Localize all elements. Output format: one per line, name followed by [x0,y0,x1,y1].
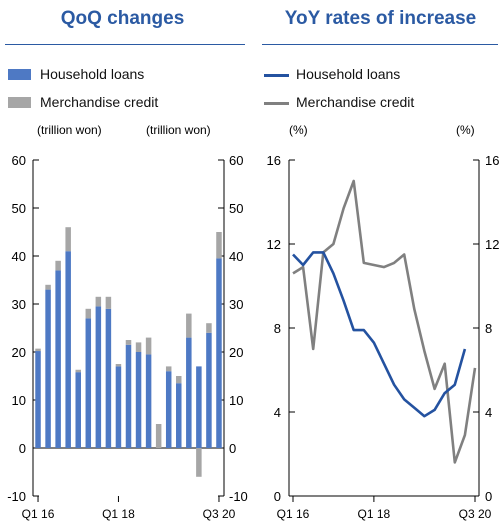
bar-merch [45,284,51,290]
bar-household [75,372,81,448]
bar-merch [216,232,222,259]
bar-merch [95,296,102,307]
bar-merch [105,296,112,309]
bar-ytick-label-left: 60 [12,153,26,168]
bar-household [145,354,152,448]
legend-label-merch: Merchandise credit [40,94,159,110]
line-ytick-label-right: 0 [485,489,492,504]
bar-household [55,270,61,448]
bar-merch [145,337,152,355]
line-ytick-label-left: 12 [267,237,281,252]
bar-household [135,352,142,448]
line-chart: 0 0 4 4 8 8 12 12 16 16 Q1 16 Q1 18 Q3 20 [267,153,500,521]
bar-ytick-label-right: 10 [229,393,243,408]
bar-household [216,258,222,448]
bar-merch [206,323,212,333]
legend-label-household: Household loans [40,66,145,82]
series-line-merch [292,179,477,464]
bar-ytick-label-right: 30 [229,297,243,312]
bar-xtick-label: Q1 16 [22,507,55,521]
bar-ytick-label-left: -10 [7,489,26,504]
bar-merch [135,342,142,352]
bar-household [115,366,122,448]
bar-household [196,366,202,448]
bar-xtick-label: Q3 20 [203,507,236,521]
bar-merch [196,448,202,477]
bar-ytick-label-right: 0 [229,441,236,456]
line-xtick-label: Q1 16 [277,507,310,521]
bar-household [165,371,172,448]
bar-household [206,332,212,448]
line-ytick-label-left: 0 [274,489,281,504]
left-unit-label-left: (trillion won) [37,123,102,137]
bar-ytick-label-right: 50 [229,201,243,216]
right-title-rule [262,44,498,45]
line-ytick-label-right: 12 [485,237,499,252]
bar-household [125,344,132,448]
bar-household [85,318,92,448]
left-title-rule [5,44,245,45]
left-panel-title: QoQ changes [60,8,185,29]
bar-merch [155,424,162,448]
bar-household [65,251,71,448]
line-ytick-label-left: 8 [274,321,281,336]
line-xtick-label: Q1 18 [358,507,391,521]
bar-ytick-label-left: 30 [12,297,26,312]
bar-merch [115,364,122,367]
bar-ytick-label-right: 20 [229,345,243,360]
line-ytick-label-right: 8 [485,321,492,336]
bar-merch [55,260,61,271]
bar-ytick-label-right: 60 [229,153,243,168]
left-unit-label-right: (trillion won) [146,123,211,137]
bar-merch [65,227,71,252]
bar-merch [186,313,192,338]
line-ytick-label-left: 16 [267,153,281,168]
bar-household [186,337,192,448]
bar-ytick-label-left: 10 [12,393,26,408]
bar-household [105,308,112,448]
bar-ytick-label-right: 40 [229,249,243,264]
series-line-household [292,251,467,418]
bar-xtick-label: Q1 18 [102,507,135,521]
bar-merch [75,369,81,373]
bar-ytick-label-left: 50 [12,201,26,216]
legend-line-merch [264,102,289,105]
bar-ytick-label-left: 0 [19,441,26,456]
legend-label-merch-line: Merchandise credit [296,94,415,110]
bar-merch [85,308,92,319]
bar-ytick-label-left: 20 [12,345,26,360]
line-ytick-label-right: 4 [485,405,492,420]
line-ytick-label-right: 16 [485,153,499,168]
line-xtick-label: Q3 20 [459,507,492,521]
right-unit-label-right: (%) [456,123,475,137]
bar-merch [35,348,41,352]
right-unit-label-left: (%) [289,123,308,137]
bar-merch [176,376,182,384]
bar-household [176,383,182,448]
legend-swatch-household [8,69,31,80]
bar-ytick-label-left: 40 [12,249,26,264]
bar-household [95,306,102,448]
bar-ytick-label-right: -10 [229,489,248,504]
bar-merch [125,340,132,345]
bar-household [35,351,41,448]
bar-household [45,289,51,448]
legend-swatch-merch [8,97,31,108]
legend-line-household [264,74,289,77]
line-ytick-label-left: 4 [274,405,281,420]
bar-chart: -10 -10 0 0 10 10 20 20 30 30 40 40 50 50 60 60 Q1 16 Q1 … [7,153,248,521]
bar-merch [165,366,172,372]
legend-label-household-line: Household loans [296,66,401,82]
right-panel-title: YoY rates of increase [284,8,477,29]
